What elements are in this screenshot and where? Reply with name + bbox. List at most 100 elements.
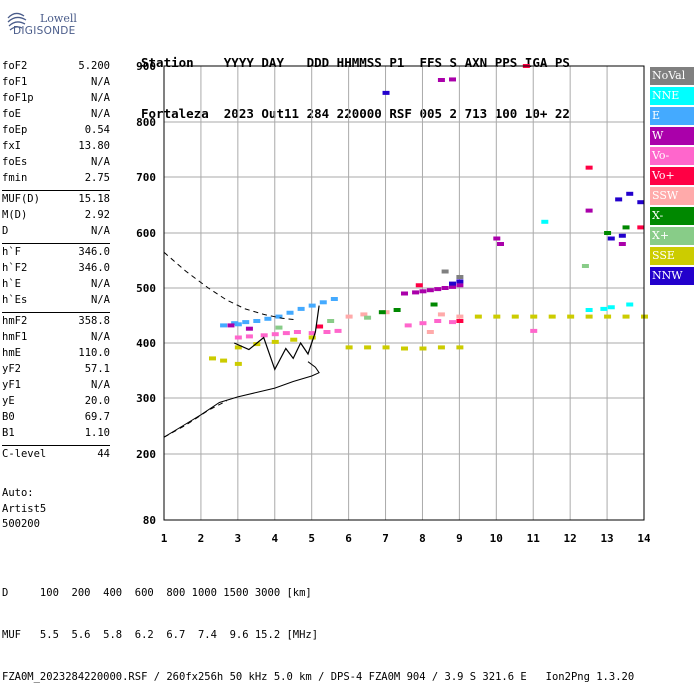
param-name: foE — [2, 108, 21, 120]
auto-version: 500200 — [2, 518, 40, 530]
polarization-legend: NoVal NNE E W Vo- Vo+ SSW X- X+ SSE NNW — [650, 67, 694, 287]
y-tick-label: 400 — [136, 337, 156, 350]
trace-mark-w — [497, 242, 504, 246]
trace-mark-vo- — [415, 283, 423, 288]
trace-mark-w — [456, 283, 464, 288]
trace-mark-sse — [364, 345, 372, 350]
footer-muf-row: MUF 5.5 5.6 5.8 6.2 6.7 7.4 9.6 15.2 [MH… — [2, 629, 319, 641]
auto-label: Auto: — [2, 487, 34, 499]
param-name: M(D) — [2, 209, 28, 221]
y-tick-label: 700 — [136, 171, 156, 184]
x-tick-label: 11 — [527, 532, 541, 545]
x-tick-label: 3 — [235, 532, 242, 545]
x-tick-label: 10 — [490, 532, 503, 545]
trace-mark-e — [297, 306, 305, 311]
ionogram-traces — [209, 64, 648, 366]
trace-mark-e — [308, 303, 316, 308]
logo-text-lowell: Lowell — [40, 12, 77, 25]
trace-mark-nnw — [456, 279, 464, 284]
param-row: h`F2 346.0 — [2, 262, 110, 278]
param-name: D — [2, 225, 9, 237]
param-value: 346.0 — [78, 246, 110, 258]
param-name: MUF(D) — [2, 193, 40, 205]
x-tick-label: 5 — [308, 532, 315, 545]
footer-distance-row: D 100 200 400 600 800 1000 1500 3000 [km… — [2, 587, 312, 599]
trace-mark-vo- — [293, 330, 301, 334]
param-name: B0 — [2, 411, 15, 423]
trace-mark-w — [437, 78, 445, 82]
trace-mark-sse — [437, 345, 445, 350]
param-row: yF2 57.1 — [2, 363, 110, 379]
param-row: foE N/A — [2, 108, 110, 124]
trace-mark-sse — [567, 314, 575, 319]
trace-mark-w — [449, 77, 456, 82]
trace-mark-w — [245, 326, 253, 331]
profile-curves — [163, 251, 320, 438]
trace-mark-sse — [308, 335, 316, 340]
trace-mark-e — [231, 321, 239, 326]
x-tick-label: 8 — [419, 532, 426, 545]
param-divider — [2, 190, 110, 191]
param-value: N/A — [91, 76, 110, 88]
param-row: foF1 N/A — [2, 76, 110, 92]
trace-mark-w — [434, 287, 442, 292]
param-row: yF1 N/A — [2, 379, 110, 395]
param-value: 0.54 — [84, 124, 110, 136]
param-name: hmF1 — [2, 331, 28, 343]
trace-mark-noval — [441, 269, 449, 274]
legend-item-noval: NoVal — [650, 67, 694, 85]
param-value: N/A — [91, 331, 110, 343]
legend-item-e: E — [650, 107, 694, 125]
legend-item-nne: NNE — [650, 87, 694, 105]
trace-mark-vo- — [637, 225, 645, 230]
param-value: N/A — [91, 92, 110, 104]
param-value: 44 — [97, 448, 110, 460]
param-value: 69.7 — [84, 411, 110, 423]
trace-mark-vo- — [585, 165, 593, 170]
param-row: B0 69.7 — [2, 411, 110, 427]
virtual-height-trace-upper — [163, 251, 297, 321]
trace-mark-w — [493, 236, 501, 241]
trace-mark-w — [426, 288, 434, 293]
trace-mark-x- — [327, 319, 335, 323]
param-row: foF1p N/A — [2, 92, 110, 108]
param-name: fmin — [2, 172, 28, 184]
param-row: fxI 13.80 — [2, 140, 110, 156]
legend-item-x-: X- — [650, 207, 694, 225]
x-tick-label: 1 — [161, 532, 168, 545]
trace-mark-ssw — [360, 312, 368, 317]
param-row: hmF1 N/A — [2, 331, 110, 347]
trace-mark-e — [330, 297, 338, 301]
trace-mark-x- — [430, 302, 438, 307]
x-tick-label: 4 — [271, 532, 278, 545]
trace-mark-noval — [456, 275, 464, 279]
param-name: h`F2 — [2, 262, 28, 274]
y-tick-label: 80 — [143, 514, 156, 527]
trace-mark-w — [449, 284, 456, 289]
trace-mark-vo- — [260, 333, 268, 338]
param-value: 5.200 — [78, 60, 110, 72]
trace-mark-ssw — [456, 314, 464, 319]
param-row: fmin 2.75 — [2, 172, 110, 188]
trace-mark-sse — [234, 345, 242, 350]
x-tick-label: 9 — [456, 532, 463, 545]
param-value: N/A — [91, 225, 110, 237]
trace-mark-vo- — [323, 330, 331, 334]
trace-mark-sse — [234, 361, 242, 366]
param-row: hmF2 358.8 — [2, 315, 110, 331]
y-tick-label: 200 — [136, 448, 156, 461]
trace-mark-sse — [456, 345, 464, 350]
trace-mark-vo- — [434, 319, 442, 323]
trace-mark-nnw — [615, 197, 623, 202]
legend-item-vo-: Vo+ — [650, 167, 694, 185]
trace-mark-e — [234, 322, 242, 327]
legend-item-nnw: NNW — [650, 267, 694, 285]
trace-mark-vo- — [456, 319, 464, 323]
trace-mark-sse — [604, 314, 612, 319]
trace-mark-vo- — [449, 320, 456, 325]
trace-mark-w — [227, 323, 235, 328]
trace-mark-sse — [209, 356, 216, 361]
trace-mark-vo- — [308, 331, 316, 336]
trace-mark-sse — [382, 345, 390, 350]
trace-mark-ssw — [426, 330, 434, 334]
